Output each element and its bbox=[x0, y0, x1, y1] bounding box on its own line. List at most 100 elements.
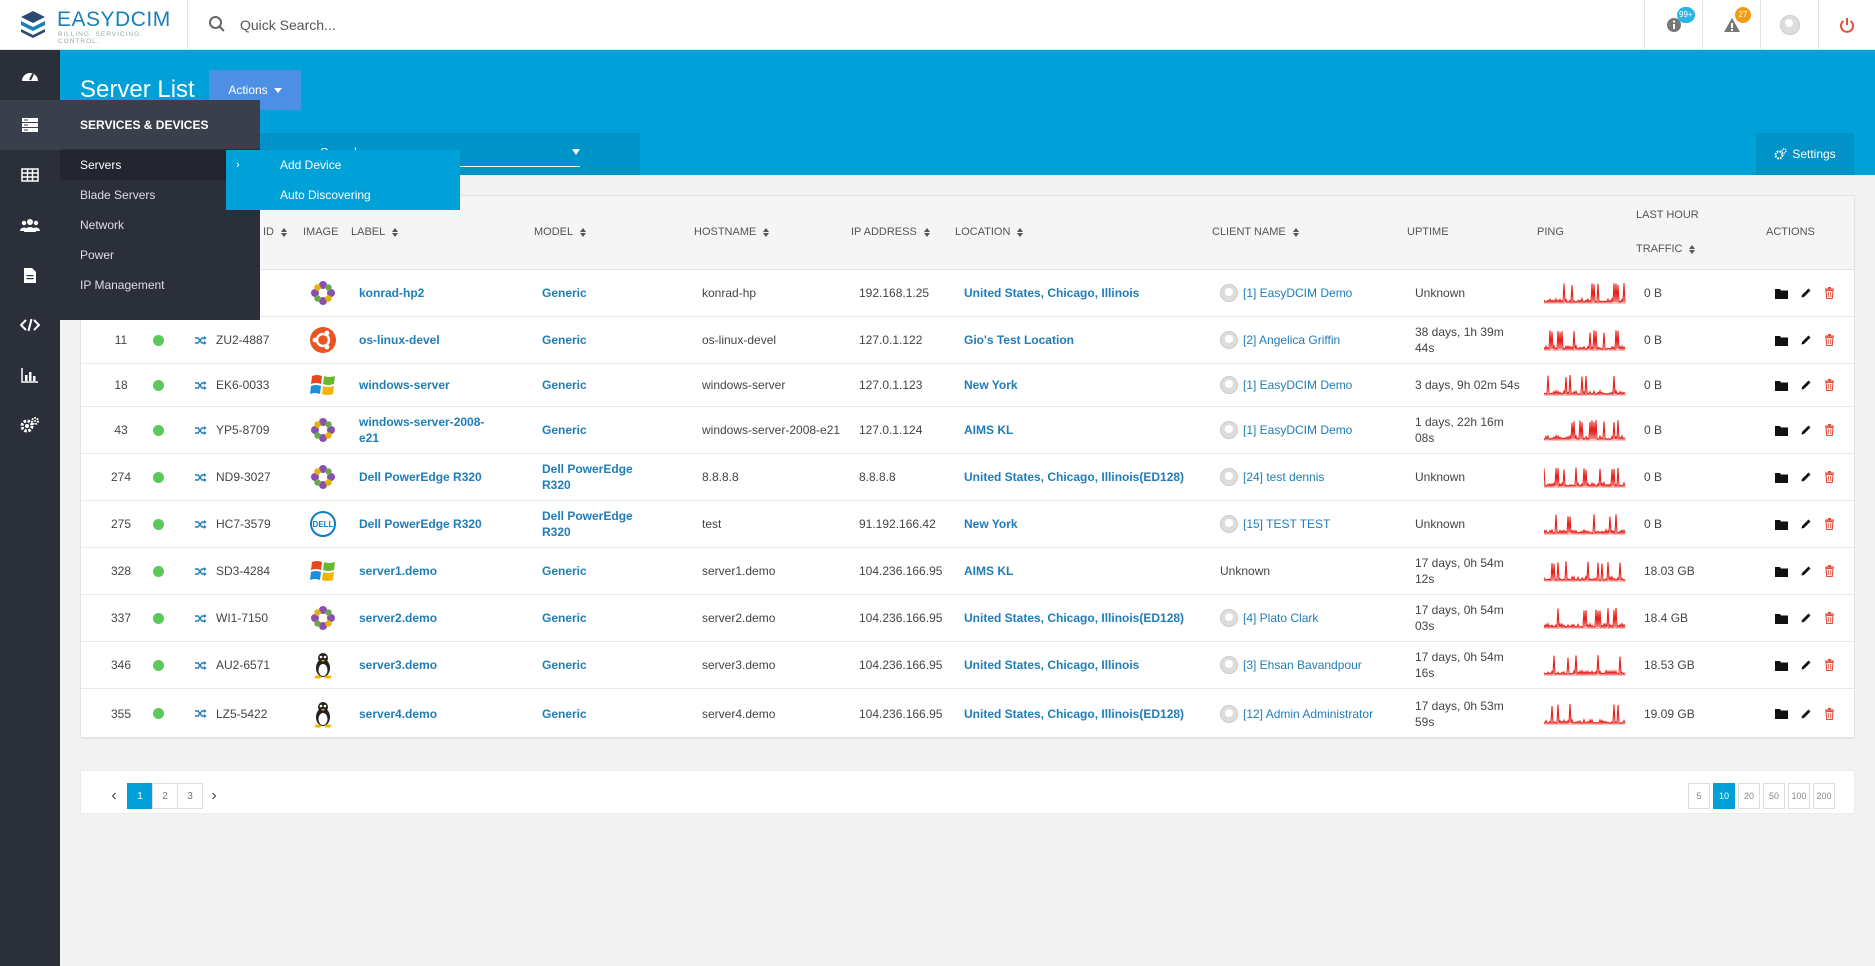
folder-icon[interactable] bbox=[1775, 519, 1788, 530]
cell-location-link[interactable]: United States, Chicago, Illinois bbox=[964, 658, 1140, 672]
trash-icon[interactable] bbox=[1824, 424, 1835, 436]
edit-pencil-icon[interactable] bbox=[1800, 379, 1812, 391]
logo[interactable]: EASYDCIM BILLING. SERVICING. CONTROL. bbox=[0, 0, 188, 50]
edit-pencil-icon[interactable] bbox=[1800, 565, 1812, 577]
column-header-ip-address[interactable]: IP ADDRESS bbox=[851, 226, 930, 238]
folder-icon[interactable] bbox=[1775, 425, 1788, 436]
column-header-hostname[interactable]: HOSTNAME bbox=[694, 226, 770, 238]
cell-client[interactable]: [1] EasyDCIM Demo bbox=[1220, 270, 1380, 316]
shuffle-icon[interactable] bbox=[194, 317, 207, 363]
cell-label-link[interactable]: server1.demo bbox=[359, 564, 438, 578]
flyout-item-ip-management[interactable]: IP Management bbox=[80, 278, 165, 292]
column-header-label[interactable]: LABEL bbox=[351, 226, 399, 238]
cell-client[interactable]: [1] EasyDCIM Demo bbox=[1220, 364, 1380, 406]
trash-icon[interactable] bbox=[1824, 379, 1835, 391]
cell-label-link[interactable]: Dell PowerEdge R320 bbox=[359, 470, 482, 484]
page-size-20[interactable]: 20 bbox=[1738, 783, 1760, 809]
folder-icon[interactable] bbox=[1775, 566, 1788, 577]
cell-label-link[interactable]: server3.demo bbox=[359, 658, 438, 672]
client-name-link[interactable]: [15] TEST TEST bbox=[1243, 517, 1331, 531]
sidebar-item-clients[interactable] bbox=[0, 200, 60, 250]
folder-icon[interactable] bbox=[1775, 288, 1788, 299]
folder-icon[interactable] bbox=[1775, 708, 1788, 719]
logout-button[interactable] bbox=[1818, 0, 1875, 50]
sidebar-item-settings[interactable] bbox=[0, 400, 60, 450]
shuffle-icon[interactable] bbox=[194, 501, 207, 547]
flyout-item-power[interactable]: Power bbox=[80, 248, 115, 262]
cell-location-link[interactable]: United States, Chicago, Illinois(ED128) bbox=[964, 706, 1185, 721]
cell-label-link[interactable]: konrad-hp2 bbox=[359, 286, 425, 300]
cell-location-link[interactable]: United States, Chicago, Illinois(ED128) bbox=[964, 611, 1185, 625]
sidebar-item-api[interactable] bbox=[0, 300, 60, 350]
page-size-50[interactable]: 50 bbox=[1763, 783, 1785, 809]
flyout-item-blade-servers[interactable]: Blade Servers bbox=[80, 188, 156, 202]
client-name-link[interactable]: [4] Plato Clark bbox=[1243, 611, 1319, 625]
client-name-link[interactable]: [1] EasyDCIM Demo bbox=[1243, 378, 1353, 392]
cell-label-link[interactable]: windows-server bbox=[359, 378, 450, 392]
page-button-1[interactable]: 1 bbox=[127, 783, 153, 809]
page-size-100[interactable]: 100 bbox=[1788, 783, 1810, 809]
cell-label-link[interactable]: server4.demo bbox=[359, 706, 438, 721]
cell-model-link[interactable]: Generic bbox=[542, 611, 587, 625]
sidebar-item-documents[interactable] bbox=[0, 250, 60, 300]
cell-client[interactable]: [15] TEST TEST bbox=[1220, 501, 1380, 547]
client-name-link[interactable]: [1] EasyDCIM Demo bbox=[1243, 423, 1353, 437]
folder-icon[interactable] bbox=[1775, 613, 1788, 624]
edit-pencil-icon[interactable] bbox=[1800, 659, 1812, 671]
folder-icon[interactable] bbox=[1775, 660, 1788, 671]
cell-client[interactable]: [4] Plato Clark bbox=[1220, 595, 1380, 641]
trash-icon[interactable] bbox=[1824, 471, 1835, 483]
shuffle-icon[interactable] bbox=[194, 454, 207, 500]
shuffle-icon[interactable] bbox=[194, 595, 207, 641]
cell-label-link[interactable]: os-linux-devel bbox=[359, 333, 440, 347]
prev-page-button[interactable]: ‹ bbox=[111, 787, 117, 804]
alerts-button[interactable]: 27 bbox=[1702, 0, 1760, 50]
cell-client[interactable]: [3] Ehsan Bavandpour bbox=[1220, 642, 1380, 688]
flyout-item-network[interactable]: Network bbox=[80, 218, 125, 232]
cell-location-link[interactable]: AIMS KL bbox=[964, 423, 1014, 437]
trash-icon[interactable] bbox=[1824, 659, 1835, 671]
column-header-model[interactable]: MODEL bbox=[534, 226, 587, 238]
cell-model-link[interactable]: Generic bbox=[542, 286, 587, 300]
search-input[interactable] bbox=[240, 12, 740, 38]
folder-icon[interactable] bbox=[1775, 380, 1788, 391]
edit-pencil-icon[interactable] bbox=[1800, 287, 1812, 299]
edit-pencil-icon[interactable] bbox=[1800, 518, 1812, 530]
cell-model-link[interactable]: Generic bbox=[542, 333, 587, 347]
trash-icon[interactable] bbox=[1824, 518, 1835, 530]
cell-label-link[interactable]: Dell PowerEdge R320 bbox=[359, 517, 482, 531]
shuffle-icon[interactable] bbox=[194, 689, 207, 738]
cell-location-link[interactable]: New York bbox=[964, 378, 1018, 392]
cell-label-link[interactable]: windows-server-2008-e21 bbox=[359, 415, 485, 445]
shuffle-icon[interactable] bbox=[194, 407, 207, 453]
cell-client[interactable]: [1] EasyDCIM Demo bbox=[1220, 407, 1380, 453]
folder-icon[interactable] bbox=[1775, 335, 1788, 346]
column-header-client-name[interactable]: CLIENT NAME bbox=[1212, 226, 1299, 238]
trash-icon[interactable] bbox=[1824, 334, 1835, 346]
next-page-button[interactable]: › bbox=[211, 787, 217, 804]
cell-client[interactable]: [2] Angelica Griffin bbox=[1220, 317, 1380, 363]
cell-model-link[interactable]: Generic bbox=[542, 423, 587, 437]
column-header-traffic[interactable]: TRAFFIC bbox=[1636, 243, 1696, 255]
cell-client[interactable]: [12] Admin Administrator bbox=[1220, 689, 1380, 738]
edit-pencil-icon[interactable] bbox=[1800, 708, 1812, 720]
trash-icon[interactable] bbox=[1824, 287, 1835, 299]
cell-location-link[interactable]: Gio's Test Location bbox=[964, 333, 1074, 347]
sidebar-item-tables[interactable] bbox=[0, 150, 60, 200]
edit-pencil-icon[interactable] bbox=[1800, 424, 1812, 436]
info-button[interactable]: 99+ bbox=[1644, 0, 1702, 50]
column-header-location[interactable]: LOCATION bbox=[955, 226, 1024, 238]
cell-location-link[interactable]: United States, Chicago, Illinois(ED128) bbox=[964, 470, 1185, 484]
settings-button[interactable]: Settings bbox=[1756, 133, 1854, 175]
shuffle-icon[interactable] bbox=[194, 642, 207, 688]
folder-icon[interactable] bbox=[1775, 472, 1788, 483]
edit-pencil-icon[interactable] bbox=[1800, 471, 1812, 483]
sidebar-item-services[interactable] bbox=[0, 100, 60, 150]
trash-icon[interactable] bbox=[1824, 707, 1835, 720]
edit-pencil-icon[interactable] bbox=[1800, 334, 1812, 346]
cell-model-link[interactable]: Dell PowerEdge R320 bbox=[542, 509, 633, 539]
submenu-auto-discovering[interactable]: Auto Discovering bbox=[280, 188, 371, 202]
submenu-add-device[interactable]: Add Device bbox=[280, 158, 342, 172]
page-size-200[interactable]: 200 bbox=[1813, 783, 1835, 809]
cell-client[interactable]: [24] test dennis bbox=[1220, 454, 1380, 500]
